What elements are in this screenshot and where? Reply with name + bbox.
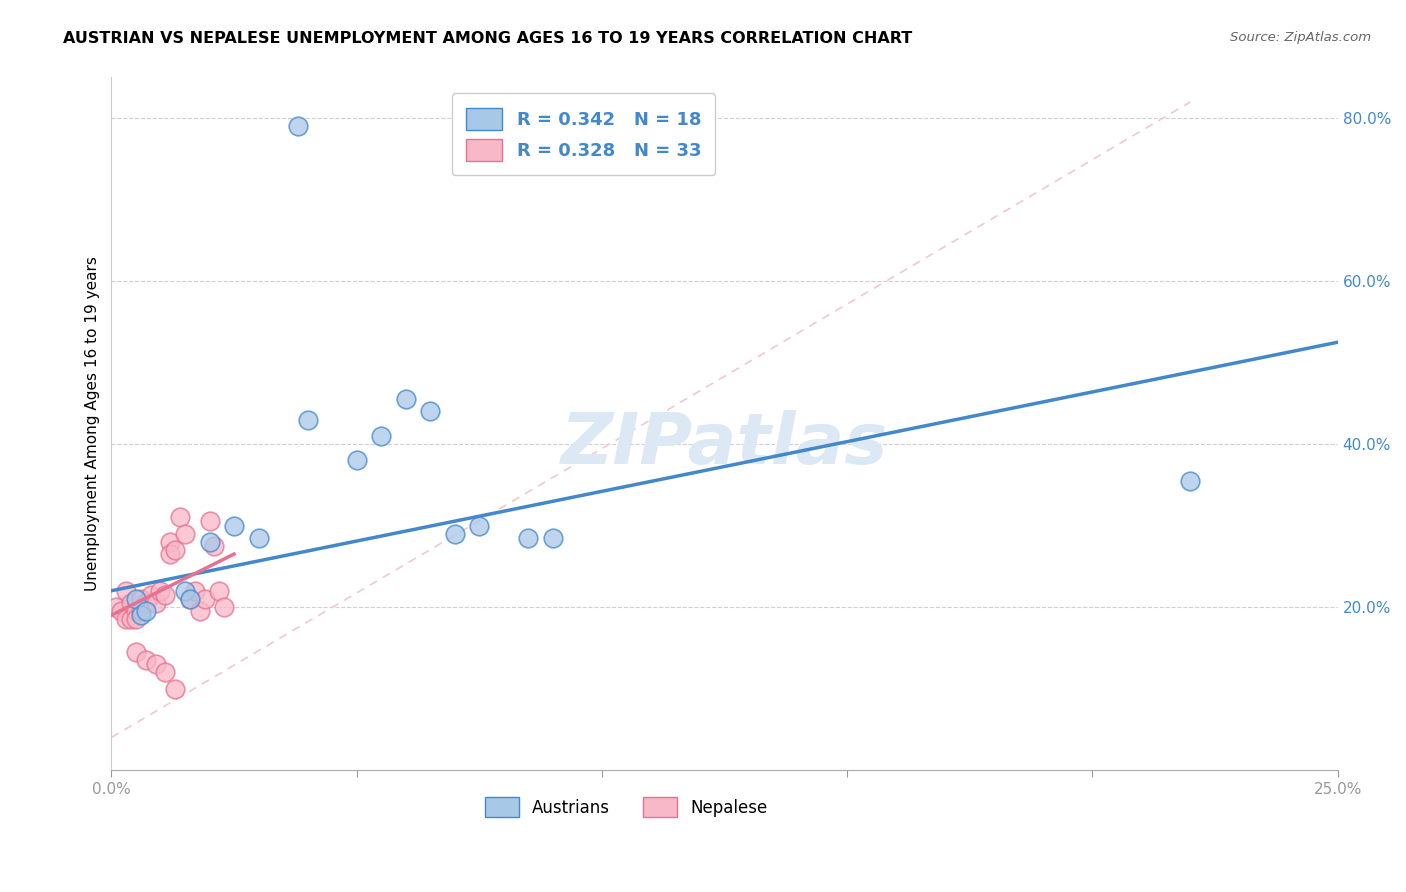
Point	[443, 526, 465, 541]
Point	[129, 604, 152, 618]
Legend: Austrians, Nepalese: Austrians, Nepalese	[479, 790, 775, 824]
Point	[165, 543, 187, 558]
Point	[174, 583, 197, 598]
Point	[165, 681, 187, 696]
Point	[125, 591, 148, 606]
Point	[395, 392, 418, 407]
Point	[145, 596, 167, 610]
Point	[222, 518, 245, 533]
Point	[247, 531, 270, 545]
Point	[188, 604, 211, 618]
Point	[419, 404, 441, 418]
Point	[174, 526, 197, 541]
Point	[145, 657, 167, 671]
Point	[287, 120, 309, 134]
Point	[179, 591, 201, 606]
Point	[115, 583, 138, 598]
Point	[149, 583, 172, 598]
Point	[202, 539, 225, 553]
Point	[517, 531, 540, 545]
Point	[105, 600, 128, 615]
Point	[139, 588, 162, 602]
Point	[135, 604, 157, 618]
Point	[115, 612, 138, 626]
Point	[125, 604, 148, 618]
Point	[208, 583, 231, 598]
Point	[346, 453, 368, 467]
Text: Source: ZipAtlas.com: Source: ZipAtlas.com	[1230, 31, 1371, 45]
Point	[135, 596, 157, 610]
Point	[297, 412, 319, 426]
Point	[155, 665, 177, 680]
Point	[194, 591, 217, 606]
Point	[198, 534, 221, 549]
Point	[125, 612, 148, 626]
Point	[120, 596, 142, 610]
Point	[212, 600, 235, 615]
Point	[370, 429, 392, 443]
Point	[179, 591, 201, 606]
Point	[135, 653, 157, 667]
Point	[129, 591, 152, 606]
Point	[159, 534, 181, 549]
Point	[541, 531, 564, 545]
Point	[184, 583, 207, 598]
Text: ZIPatlas: ZIPatlas	[561, 410, 889, 479]
Point	[155, 588, 177, 602]
Point	[1180, 474, 1202, 488]
Point	[120, 612, 142, 626]
Point	[169, 510, 191, 524]
Y-axis label: Unemployment Among Ages 16 to 19 years: Unemployment Among Ages 16 to 19 years	[86, 256, 100, 591]
Text: AUSTRIAN VS NEPALESE UNEMPLOYMENT AMONG AGES 16 TO 19 YEARS CORRELATION CHART: AUSTRIAN VS NEPALESE UNEMPLOYMENT AMONG …	[63, 31, 912, 46]
Point	[198, 515, 221, 529]
Point	[110, 604, 132, 618]
Point	[159, 547, 181, 561]
Point	[129, 608, 152, 623]
Point	[125, 645, 148, 659]
Point	[468, 518, 491, 533]
